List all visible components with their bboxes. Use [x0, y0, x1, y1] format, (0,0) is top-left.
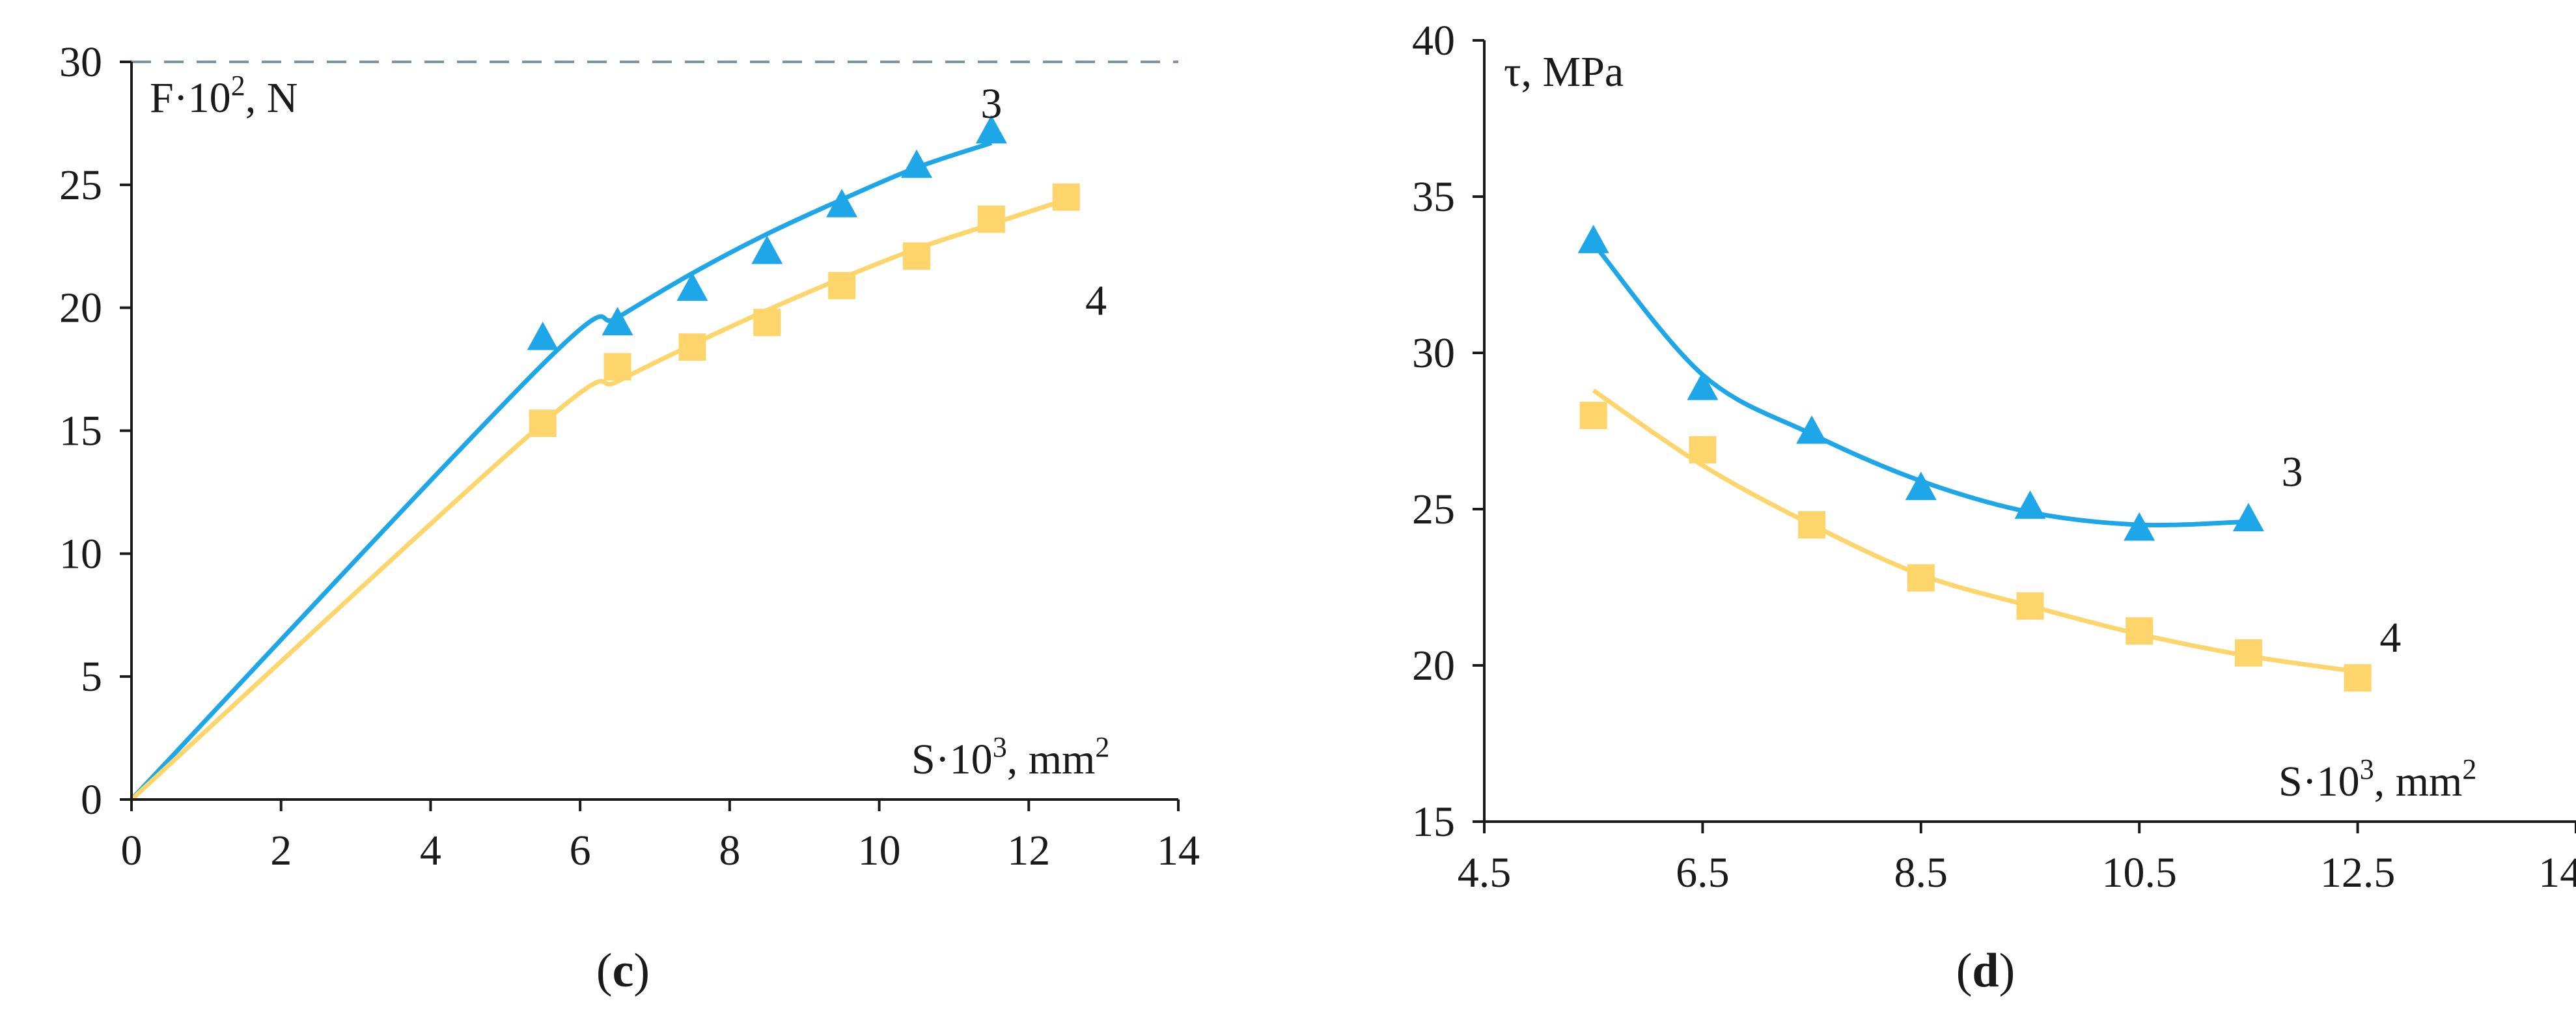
y-tick-label: 10: [59, 530, 102, 577]
c-x-ticks: 0 2 4 6 8 10 12 14: [121, 799, 1200, 874]
series-4-point: [1689, 436, 1717, 464]
x-tick-label: 14: [1157, 827, 1200, 874]
d-y-axis-label: τ, MPa: [1504, 48, 1624, 96]
series-4-point: [1579, 402, 1607, 429]
y-tick-label: 15: [59, 408, 102, 455]
x-tick-label: 4: [420, 827, 441, 874]
series-3-point: [602, 307, 633, 336]
y-tick-label: 25: [1412, 486, 1455, 533]
series-3-point: [676, 272, 708, 301]
y-tick-label: 30: [59, 38, 102, 86]
x-tick-label: 8: [719, 827, 740, 874]
d-x-ticks: 4.5 6.5 8.5 10.5 12.5 14.5: [1458, 822, 2576, 897]
d-plot-area: 34: [1577, 225, 2401, 692]
y-tick-label: 0: [81, 776, 102, 824]
series-4-point: [603, 353, 631, 381]
c-caption: (c): [596, 944, 650, 997]
series-3-point: [527, 321, 559, 350]
series-4-point: [903, 242, 930, 270]
series-4-point: [977, 205, 1005, 233]
y-tick-label: 35: [1412, 173, 1455, 221]
c-y-ticks: 0 5 10 15 20 25 30: [59, 38, 132, 824]
series-3-point: [1577, 225, 1609, 253]
series-4-trendline: [1592, 388, 2359, 674]
series-4-point: [529, 410, 557, 438]
series-4-point: [2234, 639, 2262, 667]
c-y-axis-label: F·102, N: [150, 70, 298, 122]
series-4-label: 4: [1085, 277, 1107, 324]
y-tick-label: 5: [81, 653, 102, 701]
series-4-point: [1907, 564, 1935, 592]
series-4-point: [828, 271, 856, 299]
series-4-point: [2126, 617, 2154, 645]
x-tick-label: 8.5: [1894, 849, 1948, 897]
y-tick-label: 40: [1412, 17, 1455, 64]
x-tick-label: 10: [858, 827, 901, 874]
x-tick-label: 10.5: [2101, 849, 2177, 897]
series-4-point: [753, 309, 781, 337]
x-tick-label: 0: [121, 827, 143, 874]
series-3-point: [1687, 371, 1719, 400]
series-3-point: [751, 235, 783, 264]
series-3-point: [1796, 415, 1828, 444]
series-4-trendline: [130, 197, 1067, 801]
series-3-point: [2124, 512, 2155, 541]
series-4-label: 4: [2379, 614, 2401, 661]
y-tick-label: 25: [59, 161, 102, 209]
series-3-point: [1905, 471, 1937, 501]
d-y-ticks: 15 20 25 30 35 40: [1412, 17, 1484, 846]
series-3-point: [826, 189, 858, 217]
series-3-point: [901, 149, 932, 178]
series-3-trendline: [130, 141, 992, 801]
d-caption: (d): [1956, 944, 2015, 997]
x-tick-label: 12: [1007, 827, 1050, 874]
y-tick-label: 20: [59, 285, 102, 332]
x-tick-label: 6: [570, 827, 591, 874]
x-tick-label: 2: [270, 827, 292, 874]
c-x-axis-label: S·103, mm2: [911, 731, 1109, 783]
y-tick-label: 20: [1412, 642, 1455, 689]
y-tick-label: 15: [1412, 798, 1455, 846]
d-x-axis-label: S·103, mm2: [2278, 753, 2476, 805]
y-tick-label: 30: [1412, 329, 1455, 377]
x-tick-label: 14.5: [2538, 849, 2576, 897]
x-tick-label: 12.5: [2320, 849, 2396, 897]
series-4-point: [1052, 183, 1080, 211]
series-4-point: [1798, 511, 1826, 538]
series-4-point: [2016, 592, 2044, 620]
x-tick-label: 6.5: [1676, 849, 1730, 897]
series-3-point: [975, 115, 1007, 144]
c-plot-area: 34: [130, 80, 1107, 801]
x-tick-label: 4.5: [1458, 849, 1512, 897]
series-3-label: 3: [2281, 448, 2303, 495]
series-3-point: [2014, 490, 2046, 519]
series-3-point: [2232, 503, 2264, 532]
series-4-point: [2344, 664, 2372, 692]
series-3-label: 3: [980, 80, 1002, 128]
series-4-point: [678, 333, 706, 361]
